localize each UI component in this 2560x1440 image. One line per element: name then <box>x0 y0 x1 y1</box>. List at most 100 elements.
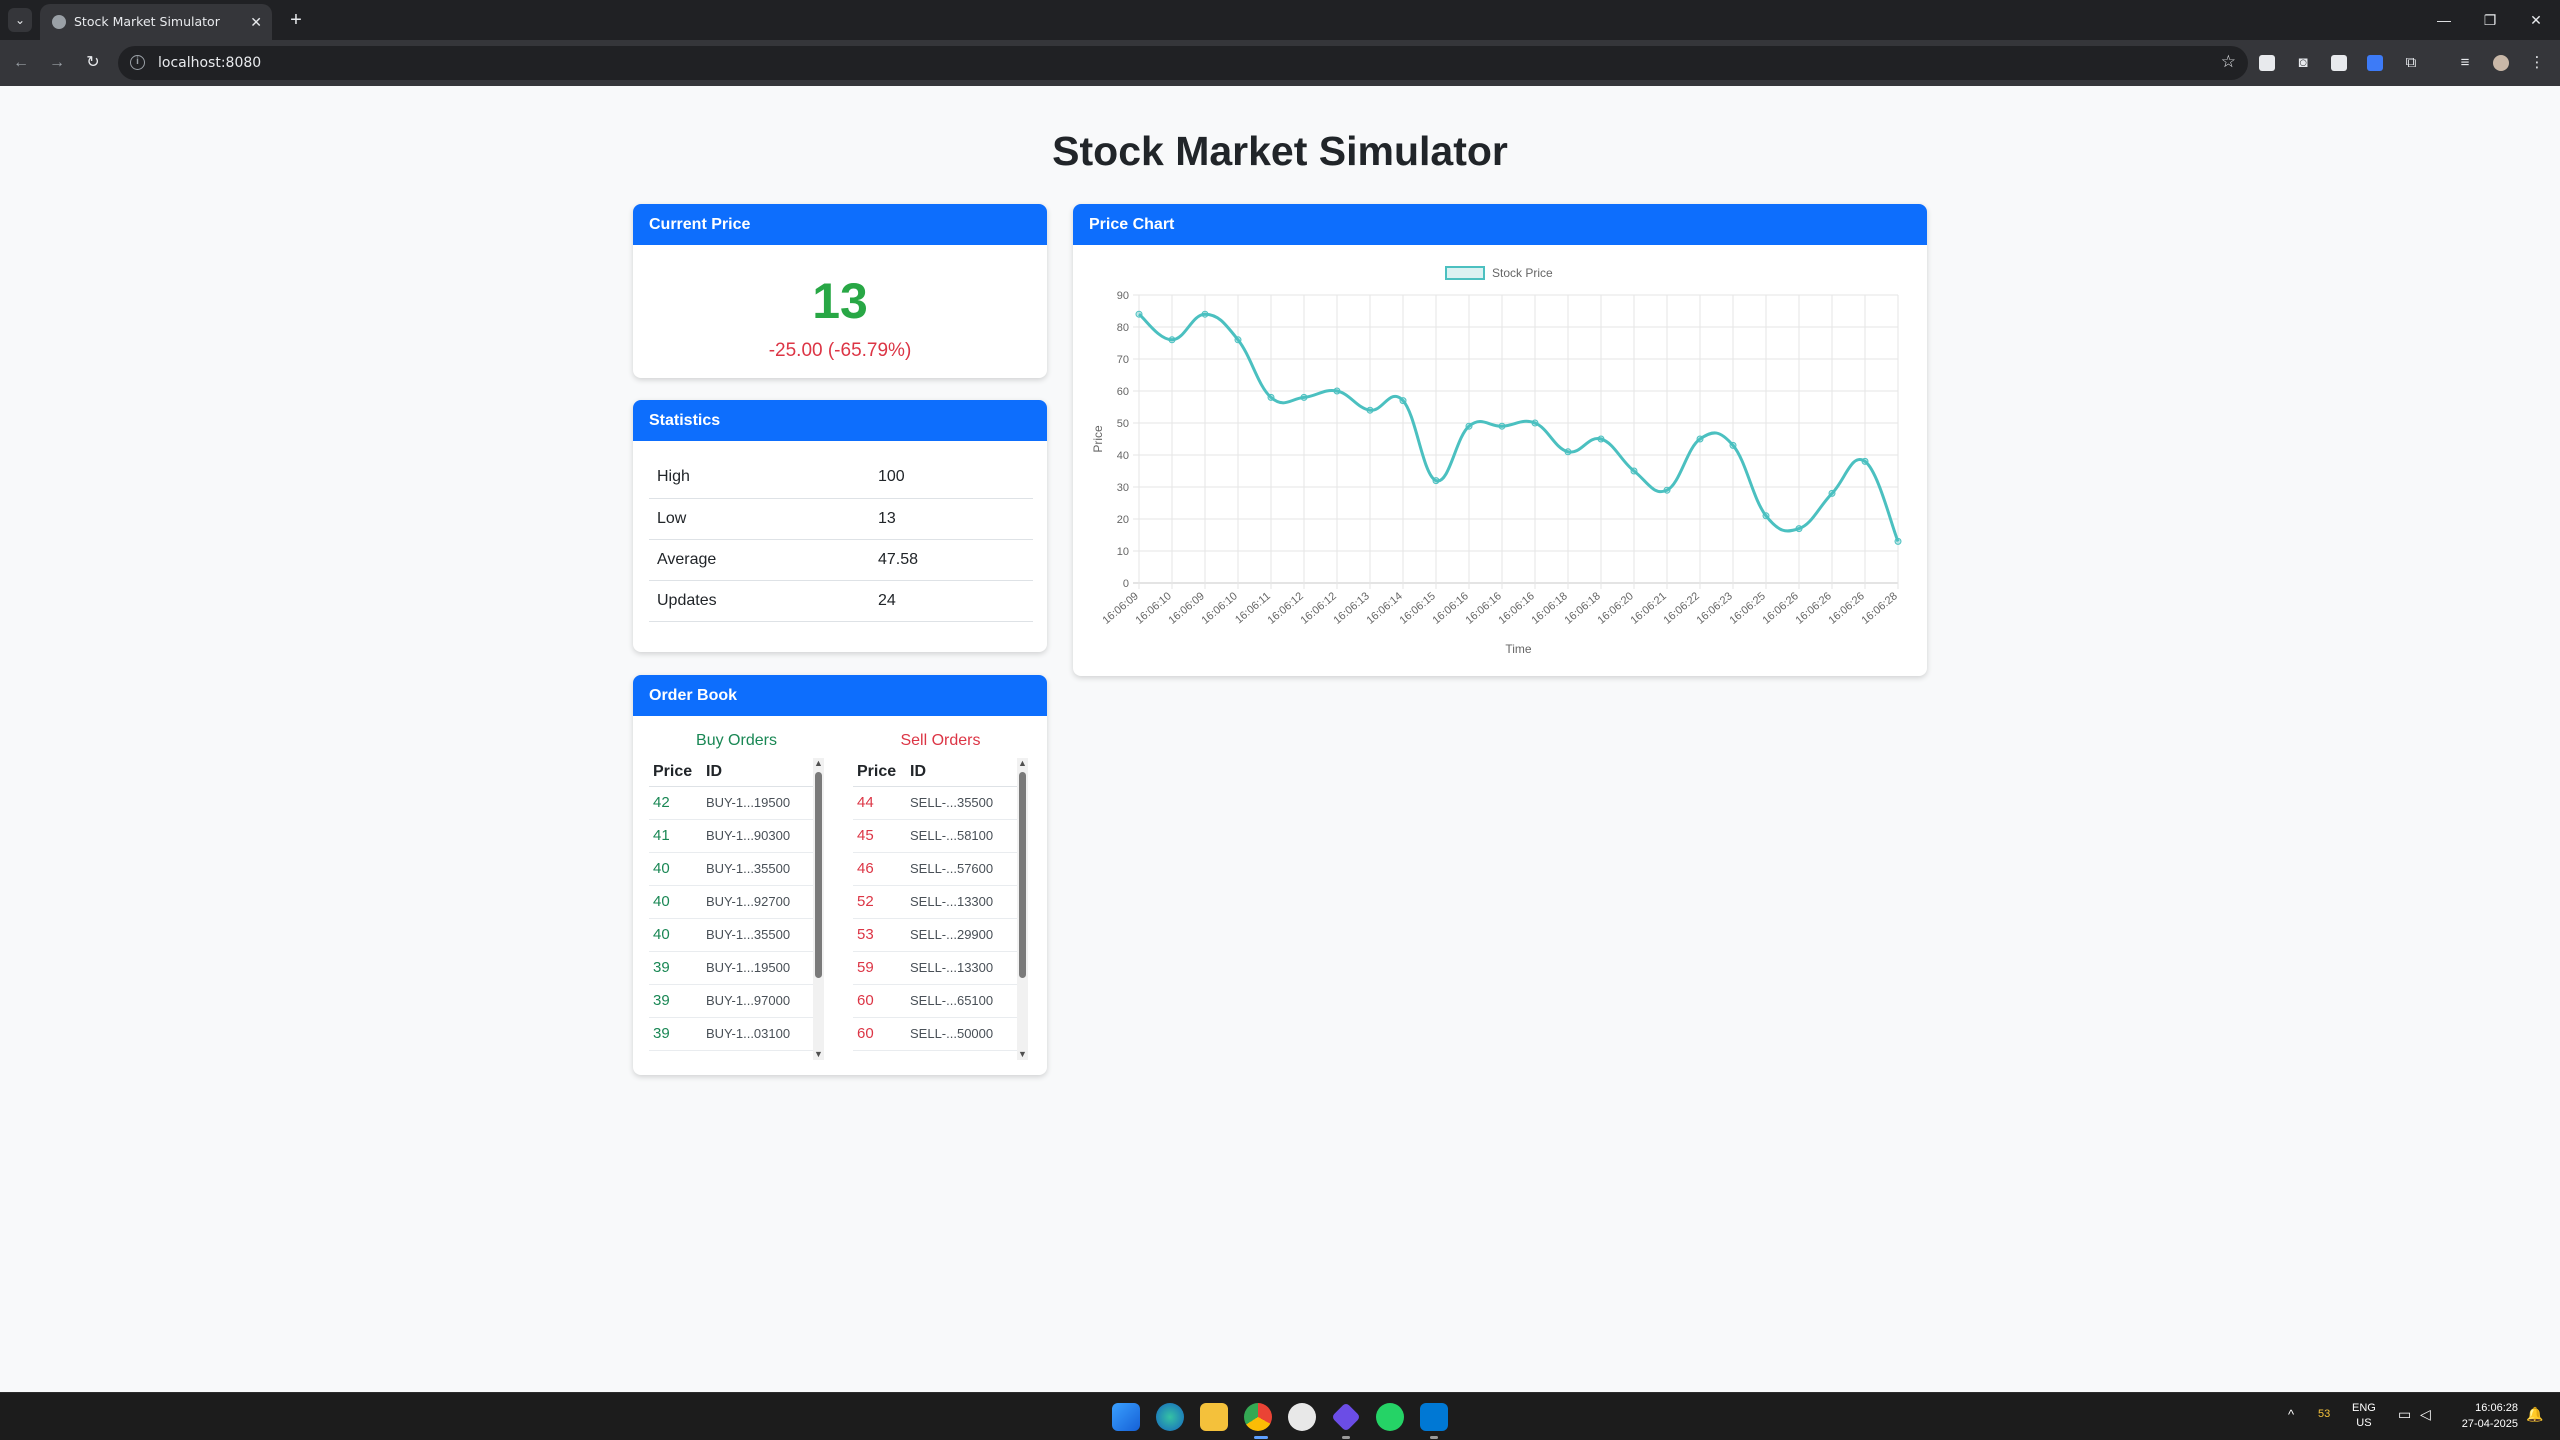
data-point[interactable] <box>1564 448 1572 456</box>
scrollbar-thumb[interactable] <box>1019 772 1026 978</box>
minimize-icon[interactable]: — <box>2437 12 2451 28</box>
data-point[interactable] <box>1135 310 1143 318</box>
stat-row: Low 13 <box>649 498 1033 540</box>
data-point[interactable] <box>1300 393 1308 401</box>
scroll-up-arrow-icon[interactable]: ▲ <box>814 758 823 768</box>
data-point[interactable] <box>1234 336 1242 344</box>
chrome-icon[interactable] <box>1244 1403 1272 1431</box>
data-point[interactable] <box>1531 419 1539 427</box>
data-point[interactable] <box>1861 457 1869 465</box>
tray-temperature[interactable]: 53 <box>2318 1408 2331 1420</box>
buy-order-row[interactable]: 40 BUY-1...35500 <box>649 852 813 886</box>
browser-tab[interactable]: Stock Market Simulator ✕ <box>40 4 272 40</box>
reload-icon[interactable]: ↻ <box>86 54 100 71</box>
back-icon[interactable]: ← <box>13 54 29 71</box>
tab-search-icon[interactable]: ⌄ <box>8 8 32 32</box>
sell-price-header: Price <box>853 758 906 787</box>
sell-orders-scrollbar[interactable]: ▲ ▼ <box>1017 758 1028 1060</box>
data-point[interactable] <box>1498 422 1506 430</box>
data-point[interactable] <box>1630 467 1638 475</box>
sell-order-row[interactable]: 44 SELL-...35500 <box>853 786 1017 820</box>
data-point[interactable] <box>1366 406 1374 414</box>
buy-order-row[interactable]: 40 BUY-1...92700 <box>649 885 813 919</box>
scroll-up-arrow-icon[interactable]: ▲ <box>1018 758 1027 768</box>
buy-order-price: 41 <box>649 819 702 853</box>
data-point[interactable] <box>1201 310 1209 318</box>
data-point[interactable] <box>1465 422 1473 430</box>
sell-orders-section: Sell Orders Price ID 44 SELL-...35500 45 SE… <box>853 732 1028 1060</box>
sell-orders-scroll[interactable]: Price ID 44 SELL-...35500 45 SELL-...58100 4… <box>853 758 1028 1060</box>
buy-order-row[interactable]: 39 BUY-1...19500 <box>649 951 813 985</box>
buy-orders-scroll[interactable]: Price ID 42 BUY-1...19500 41 BUY-1...90300 4… <box>649 758 824 1060</box>
extension-screenshot-icon[interactable] <box>2256 52 2278 74</box>
restore-icon[interactable]: ❐ <box>2483 12 2497 28</box>
data-point[interactable] <box>1597 435 1605 443</box>
buy-orders-scrollbar[interactable]: ▲ ▼ <box>813 758 824 1060</box>
buy-order-row[interactable]: 40 BUY-1...35500 <box>649 918 813 952</box>
close-window-icon[interactable]: ✕ <box>2530 12 2542 28</box>
data-point[interactable] <box>1795 525 1803 533</box>
site-info-icon[interactable]: i <box>130 55 145 70</box>
sell-order-row[interactable]: 60 SELL-...65100 <box>853 984 1017 1018</box>
buy-order-row[interactable]: 39 BUY-1...97000 <box>649 984 813 1018</box>
data-point[interactable] <box>1168 336 1176 344</box>
forward-icon[interactable]: → <box>49 54 65 71</box>
address-bar[interactable]: i localhost:8080 ☆ <box>118 46 2248 80</box>
price-chart-header: Price Chart <box>1073 204 1927 245</box>
buy-order-row[interactable]: 41 BUY-1...90300 <box>649 819 813 853</box>
data-point[interactable] <box>1762 512 1770 520</box>
data-point[interactable] <box>1894 537 1902 545</box>
url-text[interactable]: localhost:8080 <box>158 55 262 71</box>
new-tab-button[interactable]: + <box>290 9 302 31</box>
scroll-down-arrow-icon[interactable]: ▼ <box>1018 1049 1027 1059</box>
sell-order-row[interactable]: 59 SELL-...13300 <box>853 951 1017 985</box>
extension-camera-icon[interactable]: ◙ <box>2298 54 2308 71</box>
show-hidden-icons-chevron-icon[interactable]: ^ <box>2288 1407 2295 1422</box>
x-tick-label: 16:06:10 <box>1199 590 1240 627</box>
buy-order-row[interactable]: 42 BUY-1...19500 <box>649 786 813 820</box>
sell-order-row[interactable]: 46 SELL-...57600 <box>853 852 1017 886</box>
scrollbar-thumb[interactable] <box>815 772 822 978</box>
start-icon[interactable] <box>1112 1403 1140 1431</box>
bookmark-star-icon[interactable]: ☆ <box>2220 52 2236 71</box>
x-tick-label: 16:06:10 <box>1133 590 1174 627</box>
legend-swatch[interactable] <box>1445 266 1485 280</box>
sell-order-row[interactable]: 52 SELL-...13300 <box>853 885 1017 919</box>
slack-icon[interactable] <box>1288 1403 1316 1431</box>
statistics-card: Statistics High 100 Low 13 Average 47.58 Updat… <box>633 400 1047 652</box>
notification-bell-icon[interactable]: 🔔 <box>2526 1406 2544 1422</box>
profile-avatar-icon[interactable] <box>2490 52 2512 74</box>
file-explorer-icon[interactable] <box>1200 1403 1228 1431</box>
data-point[interactable] <box>1432 477 1440 485</box>
data-point[interactable] <box>1663 486 1671 494</box>
sell-order-row[interactable]: 45 SELL-...58100 <box>853 819 1017 853</box>
more-menu-icon[interactable]: ⋮ <box>2529 54 2545 71</box>
sell-order-row[interactable]: 53 SELL-...29900 <box>853 918 1017 952</box>
buy-order-row[interactable]: 39 BUY-1...03100 <box>649 1017 813 1051</box>
network-icon[interactable]: ▭ <box>2398 1406 2412 1422</box>
app-diamond-icon[interactable] <box>1331 1402 1361 1432</box>
extension-search-icon[interactable] <box>2328 52 2350 74</box>
buy-order-price: 40 <box>649 885 702 919</box>
sell-order-price: 59 <box>853 951 906 985</box>
scroll-down-arrow-icon[interactable]: ▼ <box>814 1049 823 1059</box>
data-point[interactable] <box>1696 435 1704 443</box>
data-point[interactable] <box>1267 393 1275 401</box>
vscode-icon[interactable] <box>1420 1403 1448 1431</box>
tab-close-icon[interactable]: ✕ <box>250 14 262 30</box>
data-point[interactable] <box>1828 489 1836 497</box>
data-point[interactable] <box>1333 387 1341 395</box>
extensions-puzzle-icon[interactable]: ⧉ <box>2405 54 2417 71</box>
volume-icon[interactable]: ◁ <box>2420 1406 2431 1422</box>
legend-label[interactable]: Stock Price <box>1492 266 1553 280</box>
edge-browser-icon[interactable] <box>1156 1403 1184 1431</box>
data-point[interactable] <box>1729 441 1737 449</box>
y-tick-label: 30 <box>1117 482 1129 494</box>
data-point[interactable] <box>1399 397 1407 405</box>
extension-shield-icon[interactable] <box>2364 52 2386 74</box>
clock[interactable]: 16:06:28 27-04-2025 <box>2448 1400 2518 1432</box>
whatsapp-icon[interactable] <box>1376 1403 1404 1431</box>
reading-list-icon[interactable]: ≡ <box>2460 54 2470 71</box>
language-indicator[interactable]: ENG US <box>2352 1401 2376 1431</box>
sell-order-row[interactable]: 60 SELL-...50000 <box>853 1017 1017 1051</box>
